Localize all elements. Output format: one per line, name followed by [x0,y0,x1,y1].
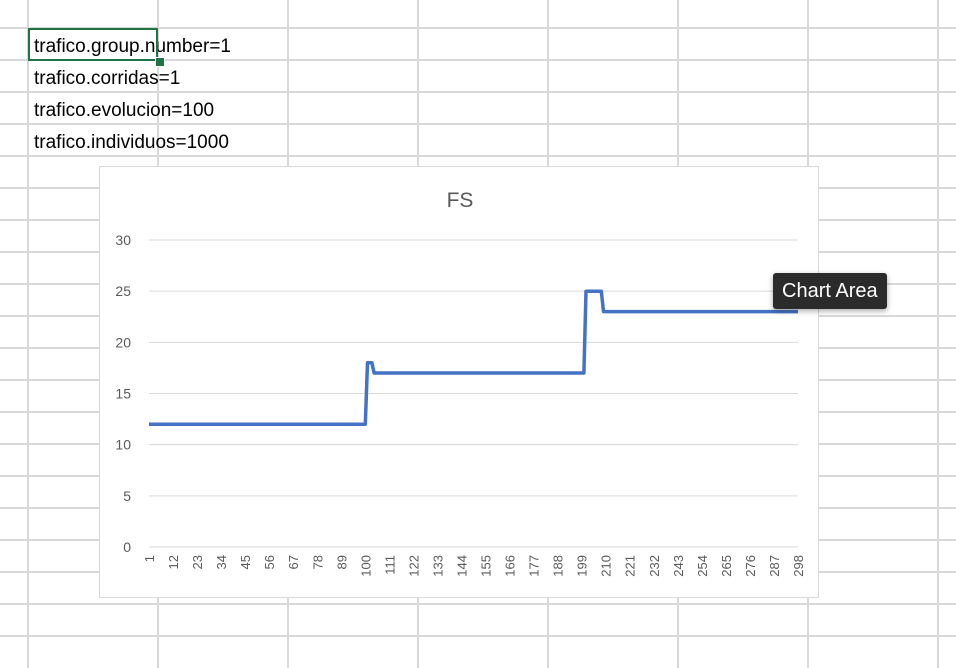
x-tick-label: 100 [358,555,373,577]
x-tick-label: 155 [479,555,494,577]
y-tick-label: 10 [115,437,131,453]
x-tick-label: 177 [527,555,542,577]
x-tick-label: 78 [310,555,325,569]
x-tick-label: 188 [551,555,566,577]
x-tick-label: 45 [238,555,253,569]
x-tick-label: 56 [262,555,277,569]
x-tick-label: 210 [599,555,614,577]
fill-handle[interactable] [155,57,165,67]
y-tick-label: 20 [115,334,131,350]
x-tick-label: 166 [503,555,518,577]
x-tick-label: 23 [190,555,205,569]
y-tick-label: 15 [115,386,131,402]
cell-a2[interactable]: trafico.corridas=1 [34,68,181,89]
x-tick-label: 12 [166,555,181,569]
y-tick-label: 5 [123,488,131,504]
line-chart: FS 0 5 10 15 20 25 30 1 12 23 34 45 56 67 78 89 100 111 122… [115,189,806,577]
x-tick-label: 1 [142,555,157,562]
x-tick-label: 254 [695,555,710,577]
chart-title: FS [447,189,474,212]
series-line [149,289,798,426]
x-tick-label: 265 [719,555,734,577]
x-tick-label: 144 [454,555,469,577]
cell-a4[interactable]: trafico.individuos=1000 [34,132,229,153]
x-tick-label: 243 [671,555,686,577]
y-tick-label: 25 [115,283,131,299]
cell-a1[interactable]: trafico.group.number=1 [34,36,231,57]
x-tick-label: 111 [382,555,397,575]
chart-area-tooltip: Chart Area [773,273,887,309]
x-tick-label: 133 [430,555,445,577]
x-tick-label: 89 [334,555,349,569]
cell-a3[interactable]: trafico.evolucion=100 [34,100,215,121]
x-tick-label: 276 [743,555,758,577]
x-tick-label: 122 [406,555,421,577]
x-tick-label: 298 [791,555,806,577]
x-tick-label: 34 [214,555,229,569]
y-tick-label: 30 [115,232,131,248]
active-cell-border[interactable] [28,28,158,61]
x-tick-label: 232 [647,555,662,577]
x-tick-label: 67 [286,555,301,569]
x-tick-label: 287 [767,555,782,577]
y-tick-label: 0 [123,539,131,555]
chart-area[interactable]: FS 0 5 10 15 20 25 30 1 12 23 34 45 56 67 78 89 100 111 122… [99,166,819,598]
x-tick-label: 199 [575,555,590,577]
x-tick-label: 221 [623,555,638,577]
